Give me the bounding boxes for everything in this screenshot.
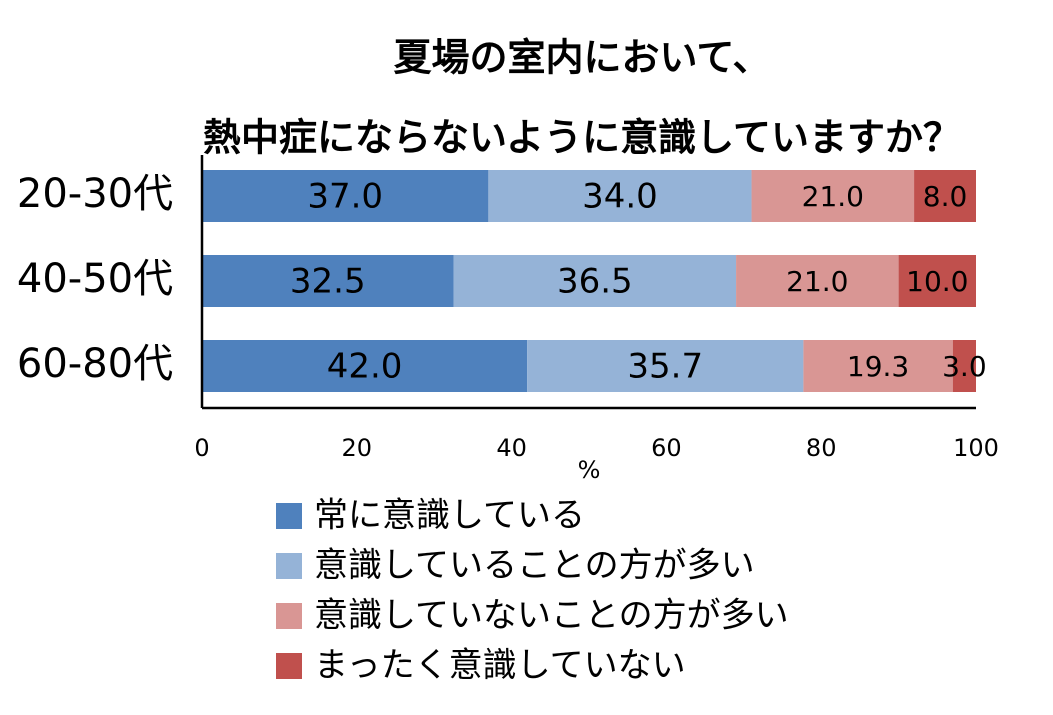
bar-segment (488, 170, 752, 222)
chart-title-line-2: 熱中症にならないように意識していますか？ (203, 116, 961, 160)
legend-label: 常に意識している (314, 496, 585, 536)
legend-swatch (276, 553, 302, 579)
bar-segment (736, 255, 899, 307)
data-label: 10.0 (906, 265, 968, 298)
bar-segment (527, 340, 804, 392)
data-label: 8.0 (923, 180, 968, 213)
category-label: 40-50代 (17, 256, 173, 302)
legend: 常に意識している意識していることの方が多い意識していないことの方が多いまったく意… (276, 496, 789, 686)
chart-title: 夏場の室内において、熱中症にならないように意識していますか？ (203, 36, 961, 160)
data-label: 21.0 (786, 265, 848, 298)
category-label: 20-30代 (17, 171, 173, 217)
x-axis-title: % (578, 456, 601, 484)
bar-segment (898, 255, 976, 307)
bar-segment (202, 255, 454, 307)
legend-swatch (276, 503, 302, 529)
x-tick-label: 60 (651, 434, 682, 462)
data-label: 34.0 (582, 177, 658, 217)
bar-segment (751, 170, 915, 222)
bar-segment (202, 170, 489, 222)
stacked-bars (202, 170, 976, 392)
data-label: 32.5 (290, 262, 366, 302)
bar-segment (453, 255, 737, 307)
bar-segment (952, 340, 976, 392)
data-label: 42.0 (327, 347, 403, 387)
data-label: 19.3 (847, 350, 909, 383)
axes: 0 20 40 60 80 100% (194, 155, 999, 484)
x-tick-label: 100 (953, 434, 999, 462)
x-tick-label: 40 (496, 434, 527, 462)
legend-swatch (276, 603, 302, 629)
x-tick-label: 20 (342, 434, 373, 462)
data-label: 37.0 (307, 177, 383, 217)
data-label: 35.7 (627, 347, 703, 387)
category-labels: 20-30代 40-50代 60-80代 (17, 171, 173, 387)
legend-swatch (276, 653, 302, 679)
data-label: 21.0 (802, 180, 864, 213)
x-tick-label: 80 (806, 434, 837, 462)
legend-label: まったく意識していない (314, 646, 686, 686)
bar-segment (914, 170, 976, 222)
bar-segment (202, 340, 528, 392)
data-label: 36.5 (557, 262, 633, 302)
data-labels: 37.0 34.0 21.0 8.0 32.5 36.5 21.0 10.0 42.0 35.7 1… (290, 177, 987, 387)
legend-label: 意識していることの方が多い (314, 546, 755, 586)
bar-segment (803, 340, 953, 392)
x-tick-label: 0 (194, 434, 209, 462)
data-label: 3.0 (942, 350, 987, 383)
category-label: 60-80代 (17, 341, 173, 387)
legend-label: 意識していないことの方が多い (314, 596, 789, 636)
chart-title-line-1: 夏場の室内において、 (394, 36, 771, 80)
